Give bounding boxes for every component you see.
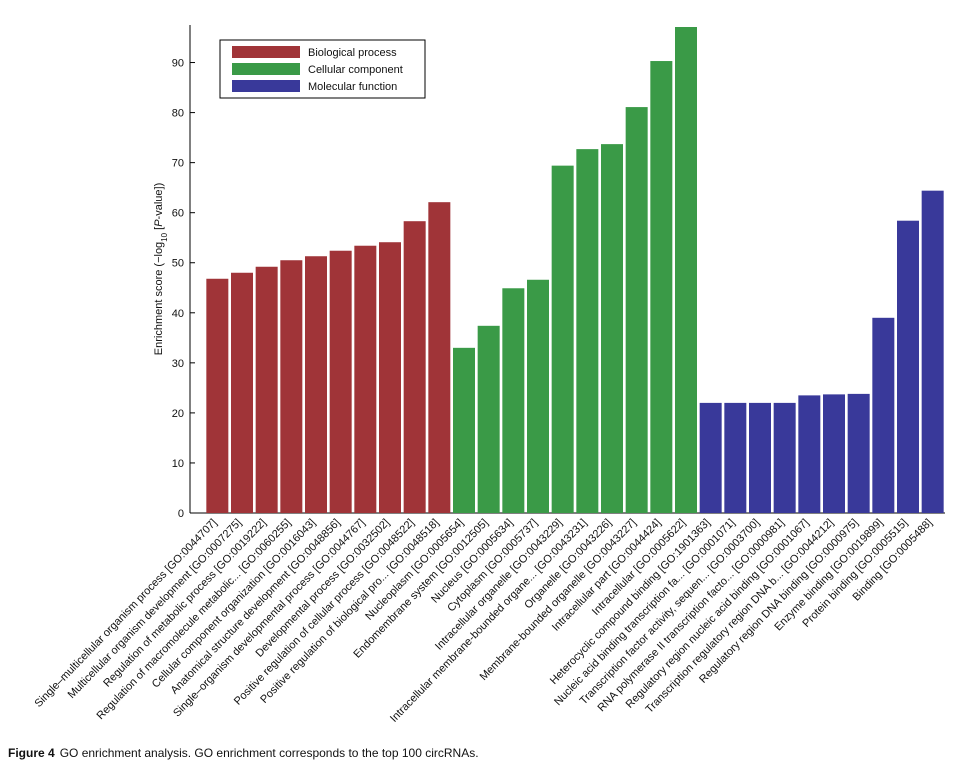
bar <box>601 144 623 513</box>
y-tick-label: 90 <box>172 58 184 70</box>
legend-swatch <box>232 80 300 92</box>
bar <box>453 347 475 513</box>
legend-label: Cellular component <box>308 64 403 76</box>
y-tick-label: 70 <box>172 158 184 170</box>
legend-label: Molecular function <box>308 81 397 93</box>
y-tick-label: 60 <box>172 208 184 220</box>
bar <box>650 61 673 513</box>
y-tick-label: 40 <box>172 308 184 320</box>
bar <box>699 402 722 513</box>
bar <box>231 272 253 513</box>
bar <box>749 402 771 513</box>
y-tick-label: 30 <box>172 358 184 370</box>
bar <box>403 221 426 513</box>
y-label-part: [ <box>153 227 165 233</box>
bar <box>280 260 303 513</box>
legend-swatch <box>232 63 300 75</box>
bar <box>206 278 229 513</box>
bar <box>675 27 697 514</box>
y-axis-label: Enrichment score (−log10 [P-value]) <box>153 183 169 355</box>
bar <box>847 393 870 513</box>
bar <box>379 242 401 513</box>
bar <box>428 202 451 514</box>
bar <box>625 107 648 513</box>
y-label-part: P <box>153 219 165 227</box>
caption-text: GO enrichment analysis. GO enrichment co… <box>60 746 479 760</box>
bar <box>921 190 944 513</box>
bar <box>576 149 599 513</box>
bar <box>527 279 549 513</box>
y-tick-label: 10 <box>172 458 184 470</box>
bar <box>823 394 845 513</box>
y-label-part: 10 <box>160 232 169 241</box>
caption: Figure 4 GO enrichment analysis. GO enric… <box>8 746 479 760</box>
bar <box>477 325 500 513</box>
bar <box>354 245 377 514</box>
y-tick-label: 20 <box>172 408 184 420</box>
bar <box>724 402 747 513</box>
bar <box>329 250 352 514</box>
bar <box>773 402 796 513</box>
legend-label: Biological process <box>308 47 397 59</box>
caption-label: Figure 4 <box>8 746 55 760</box>
bar <box>897 220 919 514</box>
y-tick-label: 50 <box>172 258 184 270</box>
bar <box>551 165 574 513</box>
bar <box>872 317 895 513</box>
y-label-part: Enrichment score (−log <box>153 242 165 355</box>
y-label-part: -value]) <box>153 183 165 220</box>
y-tick-label: 0 <box>178 508 184 520</box>
bar <box>502 288 525 513</box>
legend-swatch <box>232 46 300 58</box>
bar <box>798 395 821 513</box>
y-tick-label: 80 <box>172 108 184 120</box>
bar <box>305 256 327 513</box>
bar <box>255 266 278 513</box>
